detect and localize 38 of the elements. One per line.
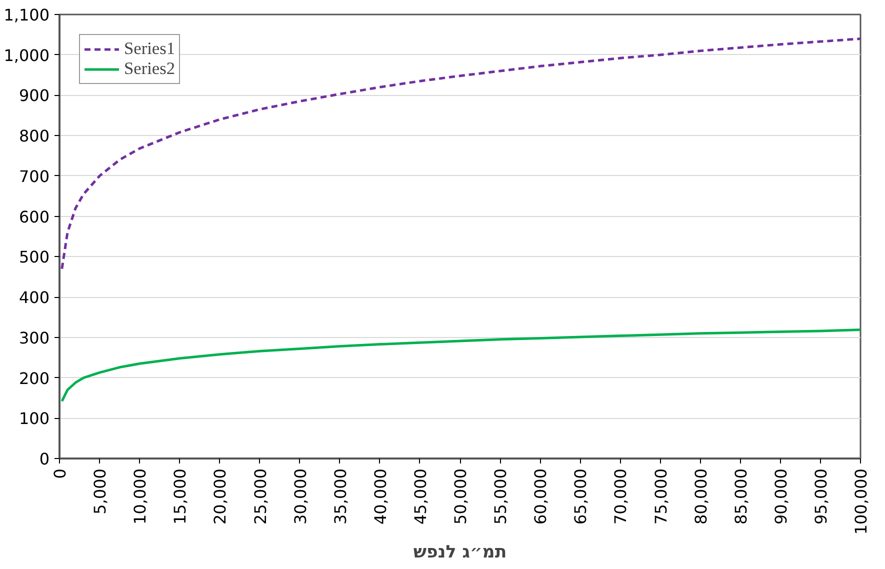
y-tick-label: 1,100 <box>4 6 50 24</box>
x-tick-label: 45,000 <box>410 468 430 524</box>
y-tick-label: 900 <box>18 86 50 106</box>
y-tick-label: 1,000 <box>4 46 50 65</box>
x-tick-label: 15,000 <box>170 468 190 524</box>
x-tick-label: 70,000 <box>611 468 630 524</box>
y-tick-label: 200 <box>18 368 50 388</box>
line-series <box>60 328 860 402</box>
legend-label: Series1 <box>124 39 176 59</box>
y-tick-label: 300 <box>18 328 50 348</box>
y-tick-label: 400 <box>18 288 50 308</box>
x-tick-label: 10,000 <box>130 468 150 524</box>
x-tick-label: 25,000 <box>250 468 270 524</box>
x-tick-label: 0 <box>50 468 70 479</box>
x-tick-label: 95,000 <box>811 468 830 524</box>
x-axis-title: תמ״ג לנפש <box>413 542 507 563</box>
x-tick-label: 100,000 <box>852 468 870 535</box>
y-tick-label: 600 <box>18 207 50 226</box>
x-tick-label: 20,000 <box>210 468 230 524</box>
x-tick-label: 65,000 <box>571 468 590 524</box>
x-tick-label: 55,000 <box>491 468 510 524</box>
x-tick-label: 50,000 <box>451 468 470 524</box>
y-tick-label: 700 <box>18 166 50 186</box>
x-tick-label: 90,000 <box>771 468 790 524</box>
x-tick-label: 80,000 <box>691 468 710 524</box>
y-tick-label: 100 <box>18 409 50 428</box>
x-tick-label: 35,000 <box>330 468 350 524</box>
x-tick-label: 40,000 <box>370 468 390 524</box>
line-series <box>60 37 860 270</box>
y-tick-label: 800 <box>18 126 50 146</box>
x-tick-label: 30,000 <box>290 468 310 524</box>
y-tick-label: 500 <box>18 248 50 267</box>
x-tick-label: 75,000 <box>651 468 670 524</box>
x-tick-label: 85,000 <box>731 468 750 524</box>
y-tick-label: 0 <box>39 450 50 468</box>
x-tick-label: 60,000 <box>531 468 550 524</box>
legend-label: Series2 <box>124 59 176 79</box>
x-tick-label: 5,000 <box>90 468 110 514</box>
